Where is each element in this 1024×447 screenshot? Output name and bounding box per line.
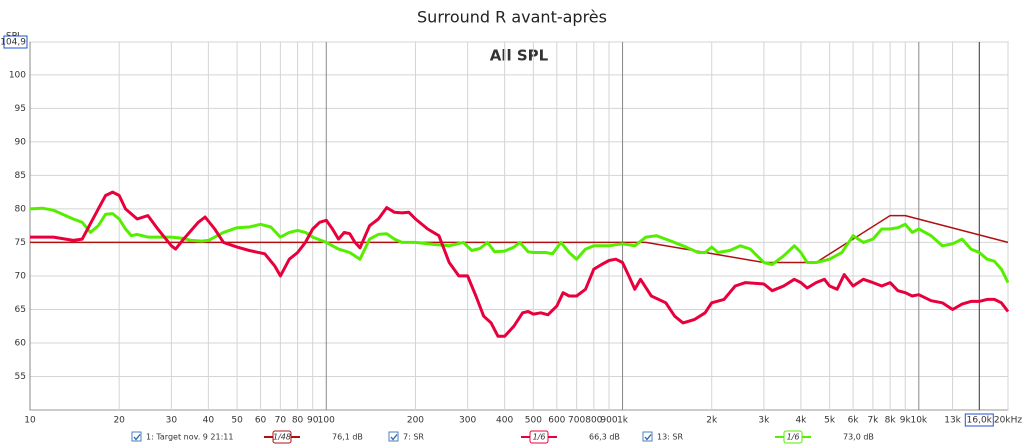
- y-tick-label: 104,9: [0, 38, 26, 48]
- y-tick-label: 75: [15, 238, 26, 248]
- legend-level: 73,0 dB: [843, 433, 874, 442]
- cursor-label: 16,0k: [967, 416, 993, 426]
- legend-item: 13: SR 1/6 73,0 dB: [642, 430, 874, 444]
- annotation: All SPL: [490, 47, 549, 65]
- legend-smoothing: 1/6: [787, 433, 800, 442]
- x-tick-label: 900: [600, 416, 617, 426]
- y-tick-label: 65: [15, 305, 26, 315]
- y-tick-label: 55: [15, 372, 26, 382]
- legend-checkbox: [642, 431, 653, 442]
- x-tick-label: 1k: [617, 416, 629, 426]
- x-tick-label: 400: [496, 416, 513, 426]
- x-tick-label: 9k: [900, 416, 912, 426]
- y-tick-label: 100: [9, 70, 26, 80]
- y-tick-label: 70: [15, 271, 27, 281]
- x-tick-label: 20kHz: [994, 416, 1022, 426]
- x-tick-label: 60: [255, 416, 267, 426]
- x-tick-label: 30: [166, 416, 178, 426]
- y-tick-label: 85: [15, 171, 26, 181]
- legend-level: 66,3 dB: [589, 433, 620, 442]
- x-tick-label: 5k: [824, 416, 836, 426]
- series-line: [29, 206, 1010, 284]
- legend-check: [644, 434, 652, 441]
- x-tick-label: 50: [231, 416, 243, 426]
- x-tick-label: 20: [113, 416, 125, 426]
- y-tick-label: 80: [15, 204, 27, 214]
- x-tick-label: 7k: [867, 416, 879, 426]
- grid: [29, 41, 1009, 410]
- x-tick-label: 90: [307, 416, 319, 426]
- y-tick-box: [3, 35, 28, 49]
- x-tick-label: 6k: [848, 416, 860, 426]
- x-tick-label: 4k: [795, 416, 807, 426]
- legend-check: [133, 434, 141, 441]
- x-tick-label: 13k: [944, 416, 961, 426]
- x-tick-label: 80: [292, 416, 304, 426]
- legend-name: 1: Target nov. 9 21:11: [146, 433, 233, 442]
- legend-checkbox: [131, 431, 142, 442]
- legend-smoothing: 1/48: [273, 433, 291, 442]
- cursor-box: [964, 413, 994, 427]
- legend-name: 7: SR: [403, 433, 424, 442]
- legend-level: 76,1 dB: [332, 433, 363, 442]
- y-tick-label: 90: [15, 137, 27, 147]
- legend-name: 13: SR: [657, 433, 683, 442]
- x-tick-label: 700: [568, 416, 585, 426]
- x-tick-label: 3k: [758, 416, 770, 426]
- x-tick-label: 70: [275, 416, 287, 426]
- x-tick-label: 200: [407, 416, 424, 426]
- chart-title: Surround R avant-après: [417, 8, 607, 27]
- legend-item: 7: SR 1/6 66,3 dB: [388, 430, 620, 444]
- x-tick-label: 600: [548, 416, 565, 426]
- legend-smoothing: 1/6: [533, 433, 546, 442]
- x-tick-label: 8k: [885, 416, 897, 426]
- x-tick-label: 40: [203, 416, 215, 426]
- y-tick-label: 60: [15, 338, 27, 348]
- series-line: [30, 190, 1010, 338]
- y-tick-label: 95: [15, 104, 26, 114]
- x-tick-label: 300: [459, 416, 476, 426]
- plot-frame: [29, 41, 1009, 411]
- x-tick-label: 100: [318, 416, 335, 426]
- x-tick-label: 2k: [706, 416, 718, 426]
- x-tick-label: 10k: [910, 416, 927, 426]
- legend-smoothing-box: [272, 430, 292, 444]
- legend-smoothing-box: [783, 430, 803, 444]
- x-tick-label: 500: [525, 416, 542, 426]
- legend-check: [390, 434, 398, 441]
- legend-item: 1: Target nov. 9 21:11 1/48 76,1 dB: [131, 430, 363, 444]
- legend-checkbox: [388, 431, 399, 442]
- legend-smoothing-box: [529, 430, 549, 444]
- x-tick-label: 800: [585, 416, 602, 426]
- x-tick-label: 10: [24, 416, 36, 426]
